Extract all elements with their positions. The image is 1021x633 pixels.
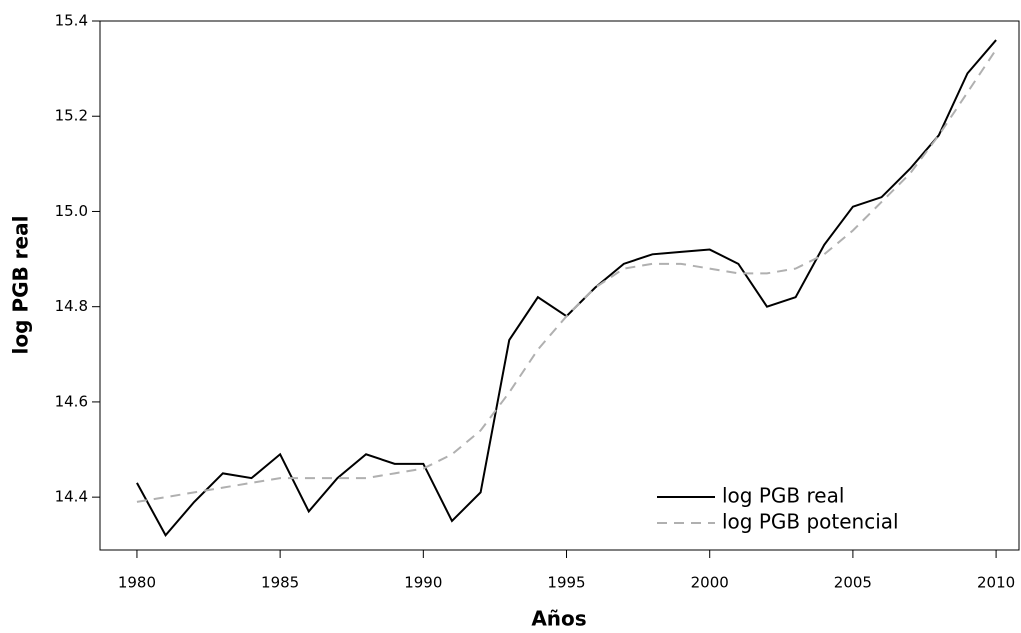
x-tick-label: 2005 xyxy=(834,574,872,592)
x-tick-label: 1985 xyxy=(261,574,299,592)
y-tick-label: 15.0 xyxy=(55,202,88,220)
y-axis-title: log PGB real xyxy=(9,216,33,355)
x-tick-label: 1995 xyxy=(547,574,585,592)
series-line xyxy=(136,39,997,537)
series-line xyxy=(136,49,997,503)
x-tick-label: 2000 xyxy=(691,574,729,592)
x-tick-label: 1990 xyxy=(404,574,442,592)
y-tick-label: 15.4 xyxy=(55,12,88,30)
x-axis-title: Años xyxy=(531,607,586,631)
y-tick-label: 15.2 xyxy=(55,107,88,125)
x-tick-label: 2010 xyxy=(977,574,1015,592)
y-tick-label: 14.4 xyxy=(55,488,88,506)
x-tick-label: 1980 xyxy=(118,574,156,592)
legend-label: log PGB real xyxy=(722,484,844,508)
y-tick-label: 14.6 xyxy=(55,392,88,410)
legend-label: log PGB potencial xyxy=(722,510,899,534)
y-tick-label: 14.8 xyxy=(55,297,88,315)
plot-frame xyxy=(99,20,1020,551)
